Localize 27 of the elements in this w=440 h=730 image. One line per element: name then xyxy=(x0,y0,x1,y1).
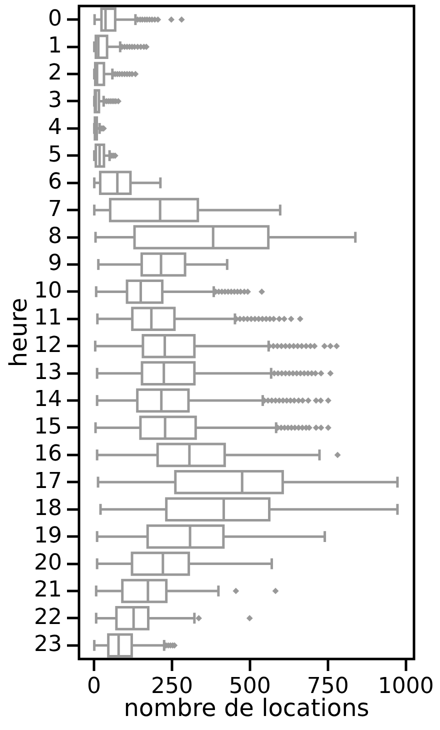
y-tick-label: 12 xyxy=(34,332,62,358)
y-tick-label: 22 xyxy=(34,604,62,630)
y-tick-label: 13 xyxy=(34,360,62,386)
y-tick-label: 19 xyxy=(34,523,62,548)
y-tick-label: 5 xyxy=(48,142,62,168)
y-tick-label: 20 xyxy=(34,550,62,576)
y-tick-label: 16 xyxy=(34,442,62,467)
x-tick-label: 0 xyxy=(86,674,101,699)
y-tick-label: 15 xyxy=(34,414,62,440)
y-tick-label: 0 xyxy=(48,6,62,32)
y-tick-label: 6 xyxy=(48,170,62,195)
y-tick-label: 1 xyxy=(48,34,62,59)
y-tick-label: 10 xyxy=(34,278,62,304)
y-tick-label: 2 xyxy=(48,60,62,86)
y-tick-label: 21 xyxy=(34,578,62,603)
y-tick-label: 3 xyxy=(48,88,62,113)
y-tick-label: 17 xyxy=(34,468,62,494)
y-tick-label: 23 xyxy=(34,632,62,658)
y-tick-label: 4 xyxy=(48,115,62,140)
y-tick-label: 9 xyxy=(48,251,62,276)
y-tick-label: 7 xyxy=(48,196,62,222)
x-tick-label: 1000 xyxy=(378,674,434,699)
y-axis-title: heure xyxy=(4,298,33,368)
y-tick-label: 18 xyxy=(34,496,62,522)
y-tick-label: 8 xyxy=(48,224,62,249)
y-tick-label: 11 xyxy=(34,306,62,331)
y-tick-label: 14 xyxy=(34,387,62,412)
